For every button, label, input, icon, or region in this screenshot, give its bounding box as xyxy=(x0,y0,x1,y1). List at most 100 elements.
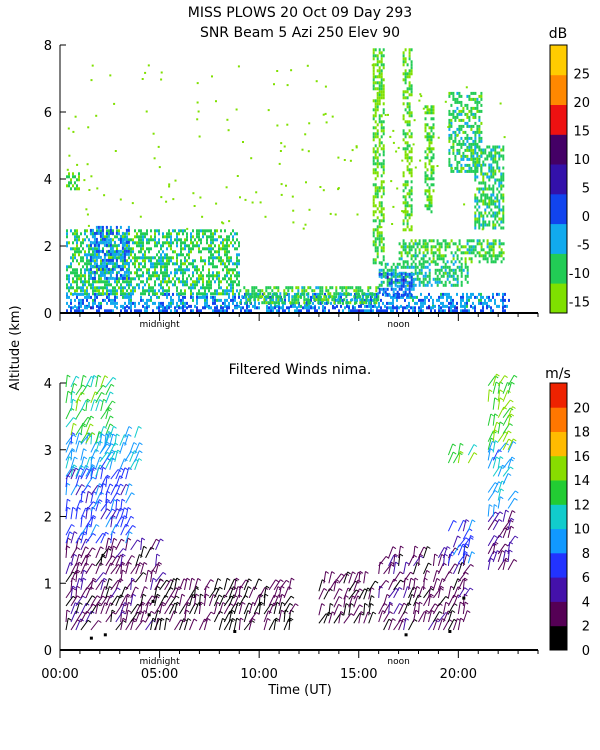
wind-barb xyxy=(80,399,90,412)
snr-pixel xyxy=(210,247,212,251)
snr-pixel xyxy=(96,268,98,272)
wind-colorbar-tick-label: 8 xyxy=(582,547,590,562)
snr-pixel xyxy=(492,242,495,246)
snr-pixel xyxy=(494,172,497,176)
snr-pixel xyxy=(307,292,310,296)
snr-pixel xyxy=(414,248,417,252)
wind-barb xyxy=(408,554,417,567)
wind-barb xyxy=(125,537,132,550)
snr-pixel xyxy=(68,277,70,281)
wind-colorbar-frame xyxy=(549,382,568,651)
snr-pixel xyxy=(329,295,332,299)
snr-pixel xyxy=(273,83,275,86)
snr-pixel xyxy=(343,292,346,296)
wind-barb xyxy=(283,602,294,615)
snr-pixel xyxy=(440,301,442,305)
snr-pixel xyxy=(329,292,332,296)
snr-pixel xyxy=(316,295,318,299)
snr-pixel xyxy=(436,262,439,266)
snr-pixel xyxy=(372,171,375,175)
snr-pixel xyxy=(343,159,346,161)
snr-pixel xyxy=(378,186,381,190)
snr-pixel xyxy=(347,301,350,305)
snr-pixel xyxy=(278,306,280,310)
snr-pixel xyxy=(390,268,393,272)
snr-pixel xyxy=(400,254,403,258)
snr-pixel xyxy=(232,295,234,299)
x-tick-label: 15:00 xyxy=(340,667,377,682)
snr-pixel xyxy=(218,256,220,260)
snr-pixel xyxy=(148,247,150,251)
wind-barb xyxy=(125,524,136,536)
snr-pixel xyxy=(414,268,417,272)
wind-colorbar-tick-label: 20 xyxy=(573,401,590,416)
snr-pixel xyxy=(408,84,411,88)
snr-pixel xyxy=(196,244,198,248)
snr-pixel xyxy=(74,250,76,254)
snr-pixel xyxy=(99,255,102,259)
snr-pixel xyxy=(448,109,451,113)
snr-pixel xyxy=(218,298,220,302)
snr-pixel xyxy=(480,254,483,258)
snr-pixel xyxy=(502,199,505,203)
wind-barb xyxy=(140,586,148,599)
snr-pixel xyxy=(105,264,108,268)
snr-pixel xyxy=(279,292,282,296)
snr-pixel xyxy=(376,171,379,175)
snr-pixel xyxy=(474,148,477,152)
snr-pixel xyxy=(468,257,471,261)
wind-barb xyxy=(398,602,408,615)
snr-pixel xyxy=(68,184,70,188)
snr-pixel xyxy=(380,96,383,100)
snr-pixel xyxy=(480,211,483,215)
snr-pixel xyxy=(306,64,309,67)
snr-pixel xyxy=(80,298,82,302)
snr-pixel xyxy=(456,306,458,310)
snr-pixel xyxy=(359,295,362,299)
wind-barb xyxy=(343,594,349,608)
snr-pixel xyxy=(404,207,407,211)
snr-pixel xyxy=(448,274,451,278)
snr-pixel xyxy=(474,193,477,197)
wind-barb xyxy=(193,577,202,591)
snr-pixel xyxy=(452,91,455,95)
snr-pixel xyxy=(234,306,236,310)
snr-pixel xyxy=(321,292,324,296)
snr-pixel xyxy=(418,268,421,272)
snr-pixel xyxy=(88,277,90,281)
wind-barb xyxy=(125,555,135,567)
snr-pixel xyxy=(374,75,377,79)
snr-pixel xyxy=(450,251,453,255)
wind-barb xyxy=(135,562,144,575)
snr-pixel xyxy=(312,295,314,299)
wind-barb xyxy=(333,588,343,600)
snr-pixel xyxy=(178,238,180,242)
snr-pixel xyxy=(460,309,462,313)
snr-pixel xyxy=(403,210,406,213)
snr-pixel xyxy=(178,229,180,233)
snr-pixel xyxy=(176,235,178,239)
snr-pixel xyxy=(160,309,162,313)
snr-pixel xyxy=(400,281,403,285)
snr-pixel xyxy=(128,283,130,287)
snr-pixel xyxy=(404,183,407,187)
snr-pixel xyxy=(374,189,377,193)
snr-pixel xyxy=(424,248,427,252)
snr-pixel xyxy=(190,247,192,251)
wind-barb xyxy=(85,595,96,607)
snr-pixel xyxy=(492,260,495,264)
snr-pixel xyxy=(396,187,399,190)
wind-barb xyxy=(343,587,352,600)
snr-pixel xyxy=(368,301,370,305)
snr-pixel xyxy=(278,309,280,313)
snr-pixel xyxy=(100,306,102,310)
snr-pixel xyxy=(305,181,307,184)
snr-pixel xyxy=(194,259,196,263)
snr-pixel xyxy=(116,229,118,233)
snr-pixel xyxy=(420,306,422,310)
snr-pixel xyxy=(498,292,500,296)
snr-pixel xyxy=(406,254,409,258)
snr-pixel xyxy=(291,301,294,305)
snr-pixel xyxy=(374,105,377,109)
snr-pixel xyxy=(496,178,499,182)
